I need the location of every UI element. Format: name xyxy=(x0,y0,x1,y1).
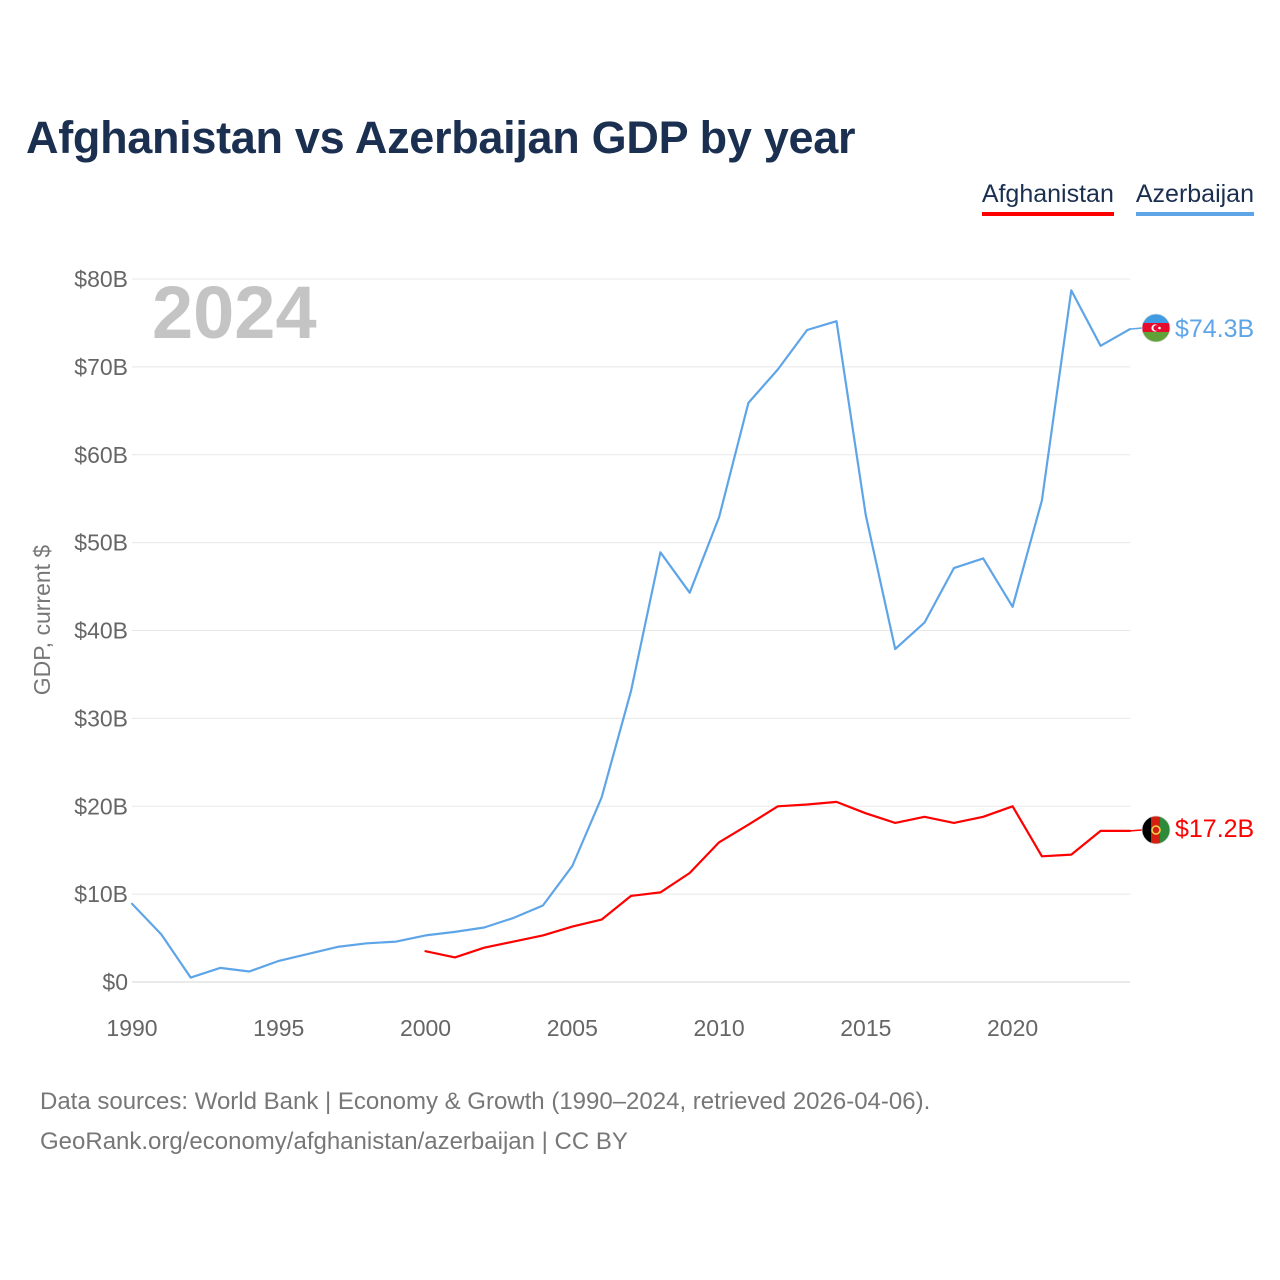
y-tick-label: $0 xyxy=(102,969,128,995)
series-line-afghanistan xyxy=(424,800,1132,959)
x-tick-label: 1990 xyxy=(106,1015,157,1041)
x-tick-label: 2020 xyxy=(987,1015,1038,1041)
y-tick-label: $40B xyxy=(74,618,128,644)
x-tick-label: 2010 xyxy=(693,1015,744,1041)
y-tick-label: $30B xyxy=(74,705,128,731)
azerbaijan-end-marker: $74.3B xyxy=(1129,313,1254,343)
series-lines xyxy=(130,289,1132,979)
afghanistan-end-marker: $17.2B xyxy=(1129,815,1254,845)
data-source-note: Data sources: World Bank | Economy & Gro… xyxy=(40,1082,930,1162)
afghanistan-flag-icon xyxy=(1142,816,1170,844)
y-tick-label: $80B xyxy=(74,266,128,292)
year-watermark: 2024 xyxy=(152,271,317,354)
azerbaijan-flag-icon xyxy=(1142,314,1170,342)
y-tick-label: $50B xyxy=(74,530,128,556)
y-tick-label: $70B xyxy=(74,354,128,380)
legend: Afghanistan Azerbaijan xyxy=(981,180,1254,216)
source-line-2[interactable]: GeoRank.org/economy/afghanistan/azerbaij… xyxy=(40,1128,628,1155)
chart-title: Afghanistan vs Azerbaijan GDP by year xyxy=(26,112,856,163)
y-axis: $0 $10B $20B $30B $40B $50B $60B $70B $80B xyxy=(74,266,128,995)
x-tick-label: 2005 xyxy=(547,1015,598,1041)
source-line-1: Data sources: World Bank | Economy & Gro… xyxy=(40,1088,931,1115)
series-line-azerbaijan xyxy=(130,289,1132,979)
azerbaijan-end-value: $74.3B xyxy=(1175,315,1254,343)
y-tick-label: $10B xyxy=(74,881,128,907)
x-tick-label: 1995 xyxy=(253,1015,304,1041)
x-axis: 1990 1995 2000 2005 2010 2015 2020 xyxy=(106,1015,1038,1041)
legend-item-afghanistan[interactable]: Afghanistan xyxy=(981,180,1114,216)
x-tick-label: 2015 xyxy=(840,1015,891,1041)
y-tick-label: $20B xyxy=(74,793,128,819)
y-tick-label: $60B xyxy=(74,442,128,468)
legend-item-azerbaijan[interactable]: Azerbaijan xyxy=(1135,180,1254,216)
afghanistan-end-value: $17.2B xyxy=(1175,815,1254,843)
line-chart: $0$10B$20B$30B$40B$50B$60B$70B$80B 1990 1… xyxy=(29,266,1254,1041)
afghanistan-end-connector xyxy=(1129,829,1143,832)
grid-lines xyxy=(132,278,1130,983)
azerbaijan-end-connector xyxy=(1129,327,1143,330)
x-tick-label: 2000 xyxy=(400,1015,451,1041)
y-axis-label: GDP, current $ xyxy=(29,545,55,696)
